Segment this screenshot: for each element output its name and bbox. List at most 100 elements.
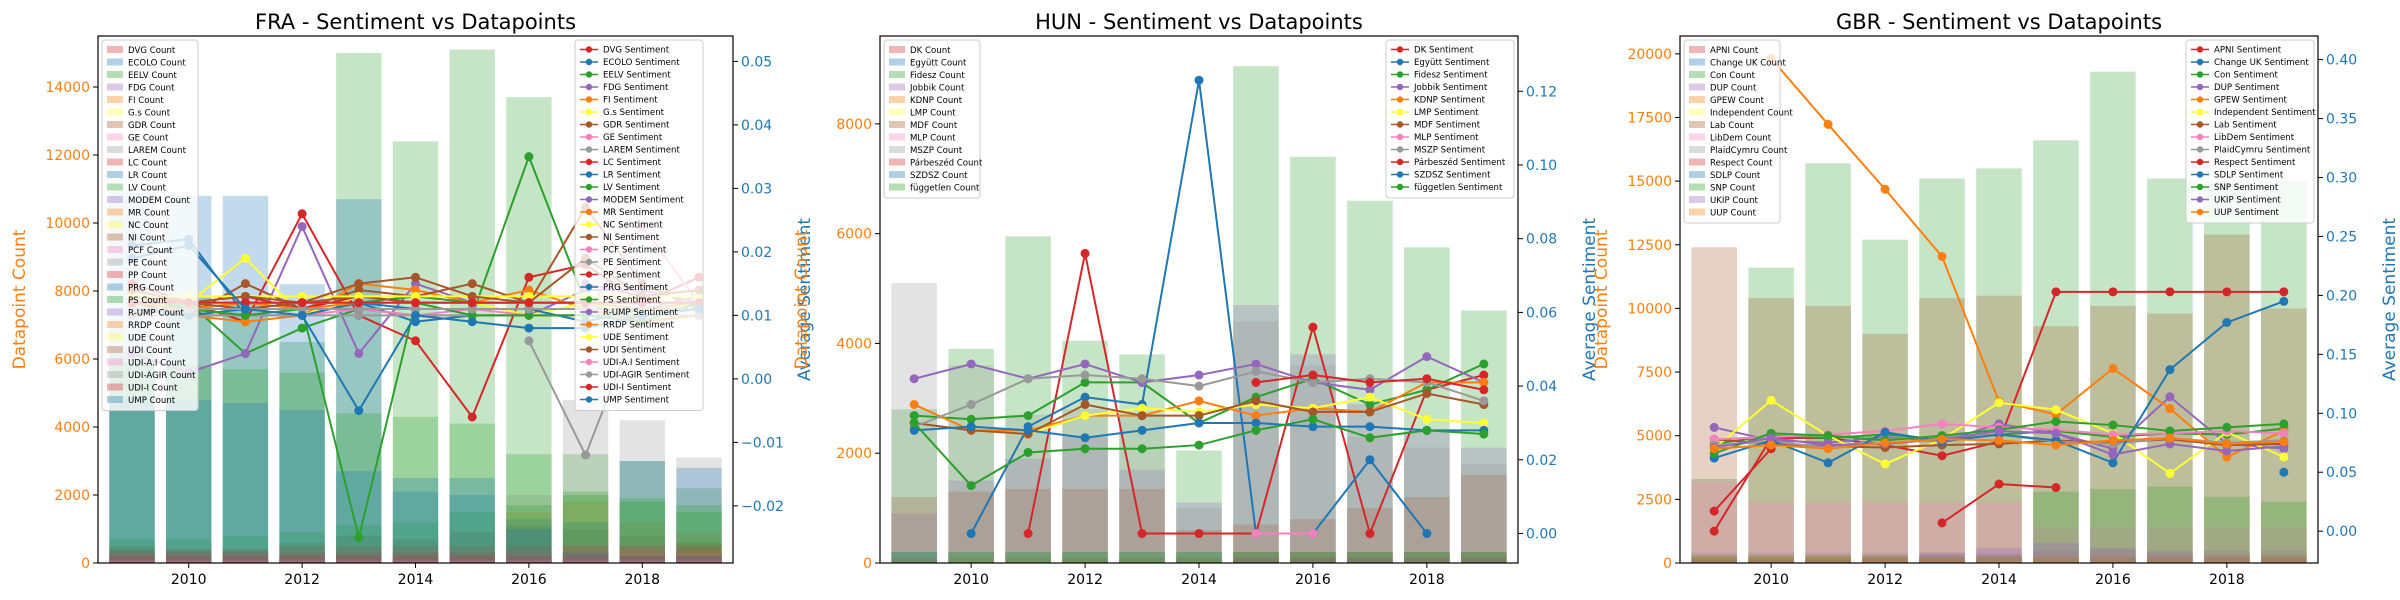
bar-independent-count-2011 [1805, 557, 1851, 563]
legend-entry-párbeszéd-count: Párbeszéd Count [910, 158, 983, 169]
point-mszp-sentiment-2012 [1080, 370, 1090, 380]
point-ukip-sentiment-2010 [1766, 433, 1776, 443]
bar-dvg-count-2010 [166, 552, 212, 563]
legend-swatch-uup-count [1689, 208, 1705, 216]
y2-tick-label-2: 0.04 [1526, 379, 1557, 395]
bar-prg-count-2009 [109, 559, 155, 563]
point-uup-sentiment-2013 [1937, 434, 1947, 444]
bar-mdf-count-2013 [1119, 488, 1165, 563]
legend-entry-együtt-sentiment: Együtt Sentiment [1414, 58, 1490, 68]
legend-marker-párbeszéd-sentiment [1396, 158, 1404, 166]
bar-sdlp-count-2017 [2147, 557, 2193, 563]
point-gdr-sentiment-2015 [467, 279, 477, 289]
legend-entry-g-s-sentiment: G.s Sentiment [603, 108, 665, 118]
bar-fi-count-2012 [279, 552, 325, 563]
legend-swatch-mszp-count [889, 146, 905, 153]
point-kdnp-sentiment-2009 [909, 400, 919, 410]
bar-pcf-count-2017 [562, 552, 609, 563]
legend-entry-libdem-count: LibDem Count [1710, 134, 1772, 144]
legend-entry-modem-count: MODEM Count [128, 196, 191, 206]
point-libdem-sentiment-2013 [1937, 419, 1947, 429]
bar-fdg-count-2018 [619, 557, 665, 563]
chart-group-1: 2010 2012 2014 2016 2018 0 2000 4000 6000 8000 0.0… [792, 10, 1600, 588]
legend-swatch-eelv-count [107, 71, 123, 78]
legend-entry-gpew-sentiment: GPEW Sentiment [2214, 96, 2288, 106]
legend-entry-kdnp-count: KDNP Count [910, 96, 963, 106]
point-fdg-sentiment-2014 [411, 279, 420, 289]
legend-entry-lv-count: LV Count [128, 184, 167, 194]
point-apni-sentiment-2013 [1937, 451, 1947, 461]
legend-marker-lmp-sentiment [1396, 108, 1404, 116]
legend-entry-lc-count: LC Count [128, 159, 168, 169]
bar-ump-count-2017 [562, 552, 609, 563]
point-fdg-sentiment-2012 [297, 221, 307, 231]
bar-fidesz-count-2010 [948, 348, 994, 563]
bar-pe-count-2017 [562, 559, 609, 563]
bar-együtt-count-2015 [1233, 557, 1279, 563]
bar-apni-count-2010 [1748, 557, 1794, 563]
bar-prg-count-2015 [449, 559, 495, 563]
point-udi-i-sentiment-2012 [297, 298, 307, 308]
bar-udi-a-i-count-2019 [676, 559, 722, 563]
bar-dup-count-2019 [2261, 550, 2307, 563]
point-fdg-sentiment-2013 [354, 348, 364, 358]
point-együtt-sentiment-2010 [966, 529, 976, 539]
bar-dup-count-2013 [1919, 552, 1965, 563]
legend-counts: DVG Count ECOLO Count EELV Count FDG Count F… [101, 39, 199, 411]
point-udi-agir-sentiment-2012 [297, 304, 307, 314]
point-independent-sentiment-2010 [1766, 395, 1776, 405]
point-sdlp-sentiment-2018 [2222, 317, 2232, 327]
bar-rrdp-count-2010 [166, 559, 212, 563]
bar-ni-count-2018 [619, 552, 665, 563]
point-együtt-sentiment-2012 [1080, 392, 1090, 402]
bar-ump-count-2014 [392, 478, 439, 563]
bar-con-count-2013 [1919, 178, 1965, 563]
point-snp-sentiment-2015 [2051, 417, 2061, 427]
bar-larem-count-2019 [676, 457, 722, 563]
bar-con-count-2015 [2033, 140, 2079, 563]
legend-sentiment: APNI Sentiment Change UK Sentiment Con Sen… [2185, 39, 2316, 224]
bar-apni-count-2014 [1976, 557, 2022, 563]
bar-udi-i-count-2010 [166, 556, 212, 563]
legend-counts: DK Count Együtt Count Fidesz Count Jobbik C… [883, 39, 983, 199]
legend-marker-udi-agir-sentiment [585, 371, 593, 378]
bar-lc-count-2009 [109, 559, 155, 563]
point-független-sentiment-2015 [1251, 425, 1261, 435]
bar-ude-count-2014 [392, 561, 439, 563]
bar-lr-count-2018 [619, 461, 665, 563]
point-ude-sentiment-2012 [297, 291, 307, 301]
bar-pcf-count-2014 [392, 552, 439, 563]
bar-ukip-count-2015 [2033, 542, 2079, 563]
bar-con-count-2012 [1862, 239, 1908, 563]
legend-sentiment-box [1385, 39, 1515, 199]
bar-ni-count-2009 [109, 552, 155, 563]
bar-r-ump-count-2016 [506, 559, 552, 563]
bar-gdr-count-2015 [449, 532, 495, 563]
bar-prg-count-2018 [619, 559, 665, 563]
bar-snp-count-2010 [1748, 555, 1794, 563]
legend-entry-lmp-count: LMP Count [910, 109, 956, 119]
chart-group-2: 2010 2012 2014 2016 2018 0 2500 5000 7500 10000 12… [1592, 10, 2400, 588]
bar-uup-count-2014 [1976, 557, 2022, 563]
point-mdf-sentiment-2016 [1308, 407, 1318, 417]
legend-entry-ps-sentiment: PS Sentiment [603, 296, 661, 306]
bar-udi-agir-count-2010 [166, 559, 212, 563]
bar-rrdp-count-2011 [222, 559, 269, 563]
bar-szdsz-count-2015 [1233, 552, 1279, 563]
bar-független-count-2019 [1461, 552, 1507, 563]
bar-ps-count-2014 [392, 416, 439, 563]
legend-entry-ni-count: NI Count [128, 234, 166, 244]
bar-ump-count-2019 [676, 556, 722, 563]
legend-entry-együtt-count: Együtt Count [910, 59, 967, 69]
bar-udi-count-2016 [506, 546, 552, 563]
point-fidesz-sentiment-2012 [1080, 377, 1090, 387]
x-tick-label-2018: 2018 [2209, 572, 2245, 588]
legend-entry-mr-count: MR Count [128, 209, 170, 219]
point-ps-sentiment-2016 [524, 310, 534, 320]
bar-kdnp-count-2013 [1119, 557, 1165, 563]
point-ump-sentiment-2012 [297, 310, 307, 320]
bar-apni-count-2013 [1919, 557, 1965, 563]
point-fi-sentiment-2014 [411, 285, 420, 295]
bar-ude-count-2011 [222, 561, 269, 563]
bar-lc-count-2014 [392, 559, 439, 563]
